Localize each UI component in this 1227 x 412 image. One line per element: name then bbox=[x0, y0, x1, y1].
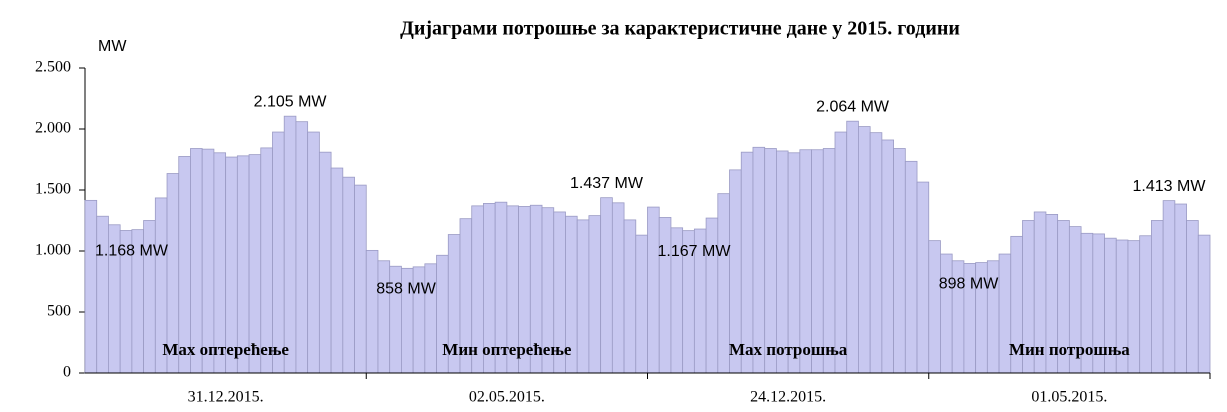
bar bbox=[611, 202, 625, 374]
y-tick-label: 1.000 bbox=[35, 242, 71, 259]
bar bbox=[904, 160, 918, 374]
bar bbox=[834, 131, 848, 374]
bar bbox=[928, 240, 941, 374]
bar bbox=[330, 167, 344, 374]
bar bbox=[846, 120, 859, 374]
bar bbox=[869, 132, 883, 374]
bar bbox=[623, 219, 637, 374]
bar bbox=[576, 219, 590, 374]
bar bbox=[377, 260, 391, 374]
x-tick-label: 24.12.2015. bbox=[750, 389, 826, 406]
bar bbox=[365, 249, 379, 374]
max-label: 1.413 MW bbox=[1133, 178, 1207, 195]
min-label: 898 MW bbox=[939, 276, 999, 293]
bar bbox=[705, 217, 719, 374]
bar bbox=[96, 215, 109, 374]
bar bbox=[1174, 203, 1187, 374]
bar bbox=[295, 121, 309, 374]
bar bbox=[84, 199, 98, 374]
bar bbox=[588, 215, 602, 374]
bar bbox=[647, 206, 660, 374]
x-tick-label: 02.05.2015. bbox=[469, 389, 545, 406]
y-axis-label: MW bbox=[98, 38, 127, 55]
bar bbox=[600, 197, 613, 374]
y-tick-label: 500 bbox=[47, 303, 71, 320]
bar bbox=[881, 139, 894, 374]
bar bbox=[318, 151, 332, 374]
group-label: Мах потрошња bbox=[729, 340, 848, 359]
bar bbox=[1151, 220, 1164, 374]
min-label: 1.168 MW bbox=[95, 243, 169, 260]
bar bbox=[940, 253, 953, 374]
y-tick-label: 1.500 bbox=[35, 181, 71, 198]
max-label: 2.105 MW bbox=[254, 93, 328, 110]
bar bbox=[717, 193, 730, 374]
bar bbox=[1139, 235, 1152, 374]
y-tick-label: 0 bbox=[63, 364, 71, 381]
min-label: 858 MW bbox=[376, 281, 436, 298]
x-tick-label: 31.12.2015. bbox=[188, 389, 264, 406]
bar bbox=[272, 131, 285, 374]
bar bbox=[283, 115, 297, 374]
bar bbox=[658, 217, 672, 374]
group-label: Мин потрошња bbox=[1009, 340, 1130, 359]
x-tick-label: 01.05.2015. bbox=[1031, 389, 1107, 406]
bar bbox=[893, 148, 906, 374]
min-label: 1.167 MW bbox=[658, 243, 732, 260]
chart-title: Дијаграми потрошње за карактеристичне да… bbox=[400, 18, 960, 40]
bar bbox=[354, 184, 367, 374]
max-label: 1.437 MW bbox=[570, 175, 644, 192]
bar bbox=[307, 131, 320, 374]
y-tick-label: 2.000 bbox=[35, 120, 71, 137]
bar bbox=[342, 176, 355, 374]
bar bbox=[858, 126, 871, 374]
bar bbox=[1186, 220, 1199, 374]
bar bbox=[916, 181, 930, 374]
y-tick-label: 2.500 bbox=[35, 59, 71, 76]
max-label: 2.064 MW bbox=[816, 98, 890, 115]
group-label: Мин оптерећење bbox=[442, 340, 572, 359]
bar bbox=[1162, 200, 1176, 374]
group-label: Мах оптерећење bbox=[162, 340, 289, 359]
bar bbox=[635, 234, 648, 374]
bar bbox=[1197, 234, 1211, 374]
